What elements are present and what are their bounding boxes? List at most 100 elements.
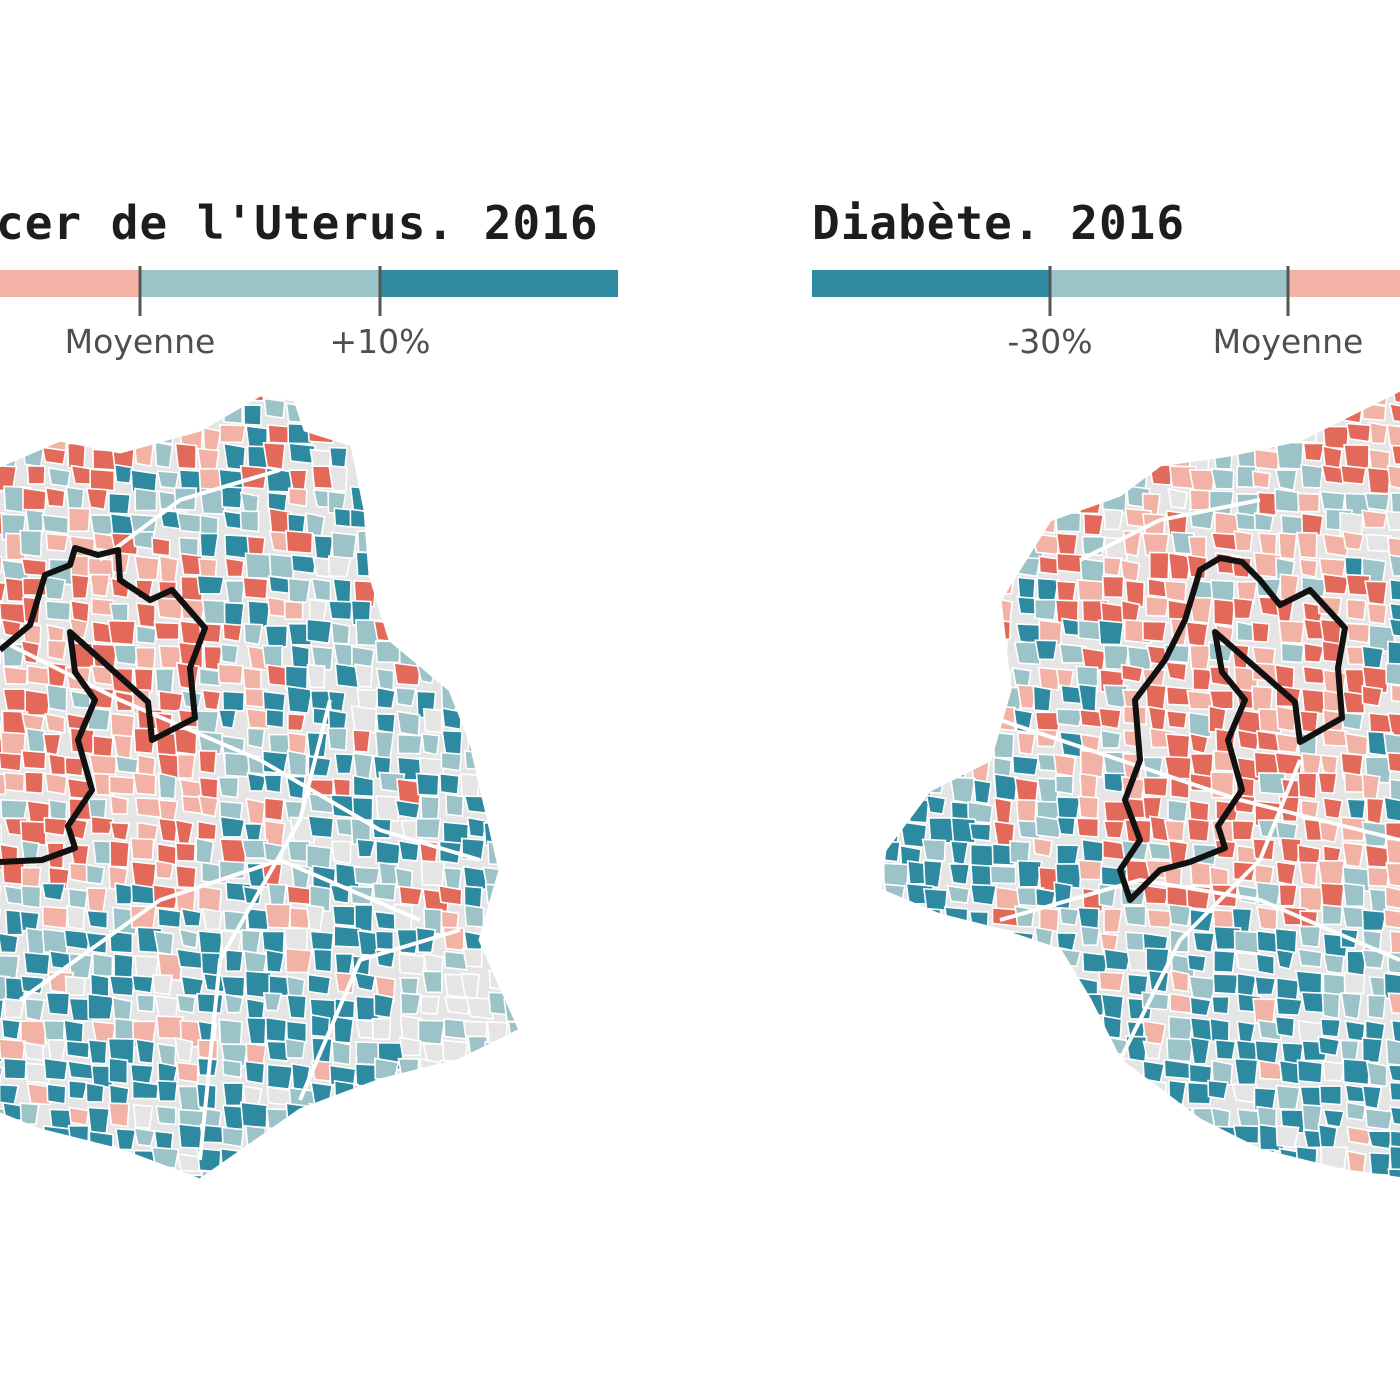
map-district-cell — [946, 1060, 966, 1083]
map-district-cell — [1142, 1148, 1163, 1168]
map-district-cell — [220, 975, 246, 998]
map-district-cell — [950, 992, 972, 1013]
map-district-cell — [372, 1173, 401, 1180]
map-district-cell — [107, 420, 127, 445]
map-district-cell — [376, 1124, 399, 1149]
map-district-cell — [1127, 1173, 1149, 1180]
map-district-cell — [438, 1194, 465, 1219]
map-district-cell — [1389, 778, 1400, 803]
map-district-cell — [465, 395, 485, 400]
map-district-cell — [968, 1174, 992, 1180]
map-district-cell — [221, 1126, 245, 1148]
map-district-cell — [1280, 642, 1305, 664]
map-district-cell — [395, 1086, 416, 1110]
map-district-cell — [87, 993, 115, 1021]
map-district-cell — [1295, 1169, 1323, 1180]
map-district-cell — [400, 1106, 429, 1131]
map-district-cell — [529, 729, 548, 754]
map-district-cell — [0, 932, 19, 954]
map-district-cell — [202, 426, 222, 452]
map-district-cell — [460, 772, 481, 799]
map-district-cell — [422, 470, 451, 497]
map-district-cell — [927, 689, 950, 712]
map-district-cell — [510, 1152, 520, 1180]
map-district-cell — [1081, 1063, 1102, 1091]
map-district-cell — [1077, 795, 1100, 820]
map-district-cell — [1100, 729, 1122, 749]
map-district-cell — [1345, 1101, 1367, 1122]
map-district-cell — [19, 1129, 42, 1152]
map-district-cell — [883, 903, 911, 932]
map-district-cell — [857, 514, 874, 533]
map-district-cell — [884, 1167, 904, 1180]
map-district-cell — [1013, 1195, 1036, 1216]
map-district-cell — [901, 622, 923, 652]
map-district-cell — [462, 1147, 483, 1170]
map-district-cell — [1165, 733, 1191, 761]
map-district-cell — [396, 710, 421, 737]
map-district-cell — [421, 970, 443, 994]
map-district-cell — [398, 885, 424, 907]
map-district-cell — [1386, 536, 1400, 559]
map-district-cell — [1144, 595, 1170, 618]
map-district-cell — [420, 532, 441, 555]
map-district-cell — [967, 1064, 987, 1087]
map-district-cell — [157, 817, 179, 843]
map-district-cell — [481, 774, 506, 801]
map-district-cell — [246, 727, 266, 750]
map-district-cell — [987, 1174, 1014, 1180]
map-district-cell — [378, 1152, 405, 1179]
map-district-cell — [459, 554, 480, 579]
map-district-cell — [1077, 859, 1103, 881]
map-district-cell — [510, 425, 520, 446]
map-district-cell — [1102, 1102, 1130, 1124]
map-district-cell — [108, 1102, 130, 1128]
map-district-cell — [947, 974, 971, 1002]
map-district-cell — [925, 530, 954, 553]
map-district-cell — [242, 576, 269, 600]
map-district-cell — [533, 974, 559, 998]
map-district-cell — [904, 466, 930, 486]
map-district-cell — [1120, 663, 1144, 683]
map-district-cell — [903, 752, 924, 779]
map-district-cell — [1054, 775, 1075, 795]
map-district-cell — [1038, 971, 1063, 994]
map-district-cell — [264, 624, 289, 648]
map-district-cell — [111, 397, 134, 417]
map-district-cell — [397, 953, 426, 976]
map-district-cell — [45, 991, 71, 1017]
map-district-cell — [946, 732, 970, 759]
map-district-cell — [285, 947, 313, 974]
map-district-cell — [331, 1040, 352, 1066]
map-district-cell — [262, 992, 283, 1012]
map-district-cell — [378, 1080, 400, 1109]
map-district-cell — [132, 1194, 153, 1211]
map-district-cell — [1148, 551, 1170, 580]
map-district-cell — [65, 1040, 91, 1059]
map-district-cell — [1231, 1083, 1258, 1104]
map-district-cell — [1318, 1085, 1343, 1106]
map-district-cell — [510, 1125, 520, 1154]
map-district-cell — [439, 772, 461, 796]
map-district-cell — [4, 1126, 25, 1154]
map-district-cell — [221, 690, 246, 712]
map-district-cell — [529, 1016, 552, 1034]
map-district-cell — [307, 395, 335, 403]
map-district-cell — [178, 928, 199, 950]
map-district-cell — [26, 465, 46, 485]
map-district-cell — [198, 667, 225, 687]
map-district-cell — [334, 662, 362, 689]
map-district-cell — [1032, 1060, 1056, 1081]
map-district-cell — [23, 951, 51, 976]
map-district-cell — [1236, 1148, 1263, 1177]
map-district-cell — [286, 994, 308, 1020]
map-district-cell — [1141, 404, 1164, 427]
map-district-cell — [880, 385, 883, 408]
map-district-cell — [880, 818, 902, 844]
map-district-cell — [1321, 533, 1351, 558]
map-district-cell — [43, 1148, 65, 1170]
map-district-cell — [927, 553, 954, 582]
map-district-cell — [950, 1152, 972, 1176]
map-district-cell — [1168, 1079, 1188, 1106]
map-district-cell — [1016, 1062, 1040, 1086]
